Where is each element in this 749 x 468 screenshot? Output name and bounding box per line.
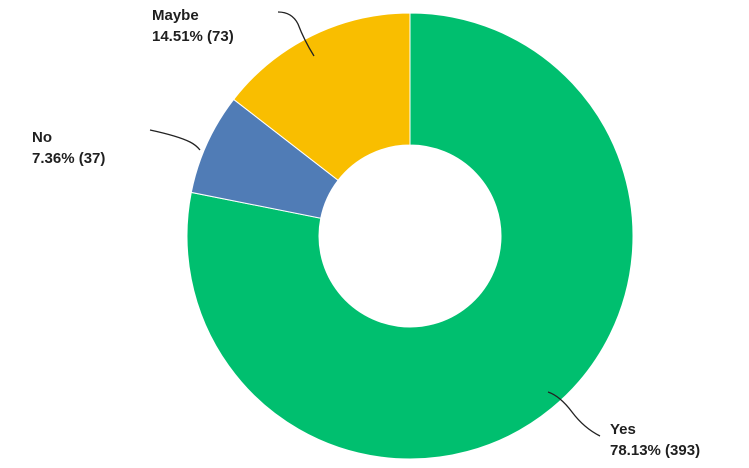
- slice-label-maybe-name: Maybe: [152, 7, 199, 24]
- slice-label-maybe: Maybe 14.51% (73): [152, 7, 234, 45]
- slice-label-yes-value: 78.13% (393): [610, 442, 700, 459]
- leader-lines: [149, 11, 601, 437]
- slice-label-yes-name: Yes: [610, 421, 636, 438]
- slice-label-maybe-value: 14.51% (73): [152, 28, 234, 45]
- slice-yes: [186, 12, 634, 460]
- leader-line-maybe: [277, 11, 315, 57]
- slice-label-yes: Yes 78.13% (393): [610, 421, 700, 459]
- donut-slices: [186, 12, 634, 460]
- slice-label-no-name: No: [32, 129, 52, 146]
- slice-label-no: No 7.36% (37): [32, 129, 105, 167]
- slice-label-no-value: 7.36% (37): [32, 150, 105, 167]
- slice-maybe: [233, 12, 411, 181]
- leader-line-yes: [547, 391, 601, 437]
- leader-line-no: [149, 129, 201, 151]
